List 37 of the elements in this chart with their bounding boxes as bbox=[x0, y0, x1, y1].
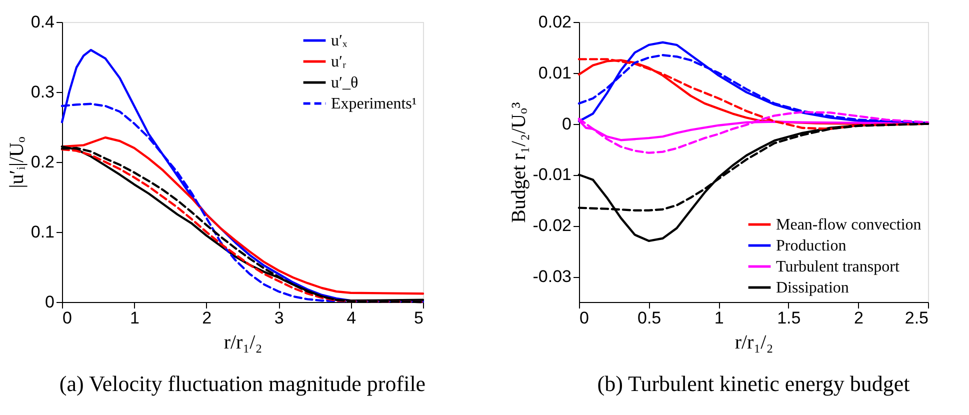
x-axis-title: r/r₁/₂ bbox=[734, 332, 774, 354]
legend-label: Turbulent transport bbox=[776, 258, 900, 276]
y-tick-label: 0.02 bbox=[538, 12, 572, 32]
text: (a) Velocity fluctuation magnitude profile bbox=[59, 371, 426, 396]
y-tick-label: -0.03 bbox=[532, 267, 572, 286]
x-tick-label: 0 bbox=[580, 308, 589, 328]
y-tick-label: 0.4 bbox=[30, 12, 54, 32]
x-tick-label: 1.5 bbox=[777, 308, 801, 328]
x-axis-title: r/r₁/₂ bbox=[224, 332, 262, 354]
y-tick-label: -0.02 bbox=[532, 216, 572, 236]
legend-label: u′ₓ bbox=[331, 32, 348, 50]
legend-label: Production bbox=[776, 238, 846, 254]
legend-label: Dissipation bbox=[776, 280, 849, 296]
y-axis-title: |u′ᵢ|/Uₒ bbox=[6, 136, 28, 188]
y-tick-label: -0.01 bbox=[532, 165, 572, 184]
x-tick-label: 0.5 bbox=[637, 308, 662, 328]
y-tick-label: 0.3 bbox=[30, 82, 54, 102]
y-axis-title: Budget r₁/₂/Uₒ³ bbox=[508, 102, 530, 223]
y-tick-label: 0.2 bbox=[30, 152, 54, 172]
x-tick-label: 2.5 bbox=[904, 308, 928, 328]
legend-label: u′ᵣ bbox=[331, 54, 346, 70]
x-tick-label: 2 bbox=[854, 308, 864, 328]
x-tick-label: 1 bbox=[714, 308, 724, 328]
x-tick-label: 1 bbox=[130, 308, 140, 328]
legend-label: Mean-flow convection bbox=[776, 216, 922, 234]
legend-label: u′_θ bbox=[331, 74, 358, 92]
x-tick-label: 3 bbox=[274, 308, 284, 328]
y-tick-label: 0.01 bbox=[538, 63, 572, 82]
x-tick-label: 5 bbox=[414, 308, 424, 328]
y-tick-label: 0.1 bbox=[30, 222, 54, 242]
y-tick-label: 0 bbox=[45, 292, 54, 312]
y-tick-label: 0 bbox=[562, 114, 572, 134]
legend-label: Experiments¹ bbox=[331, 96, 417, 112]
x-tick-label: 0 bbox=[62, 308, 72, 328]
x-tick-label: 2 bbox=[202, 308, 212, 328]
x-tick-label: 4 bbox=[346, 308, 356, 328]
text: (b) Turbulent kinetic energy budget bbox=[597, 371, 910, 396]
